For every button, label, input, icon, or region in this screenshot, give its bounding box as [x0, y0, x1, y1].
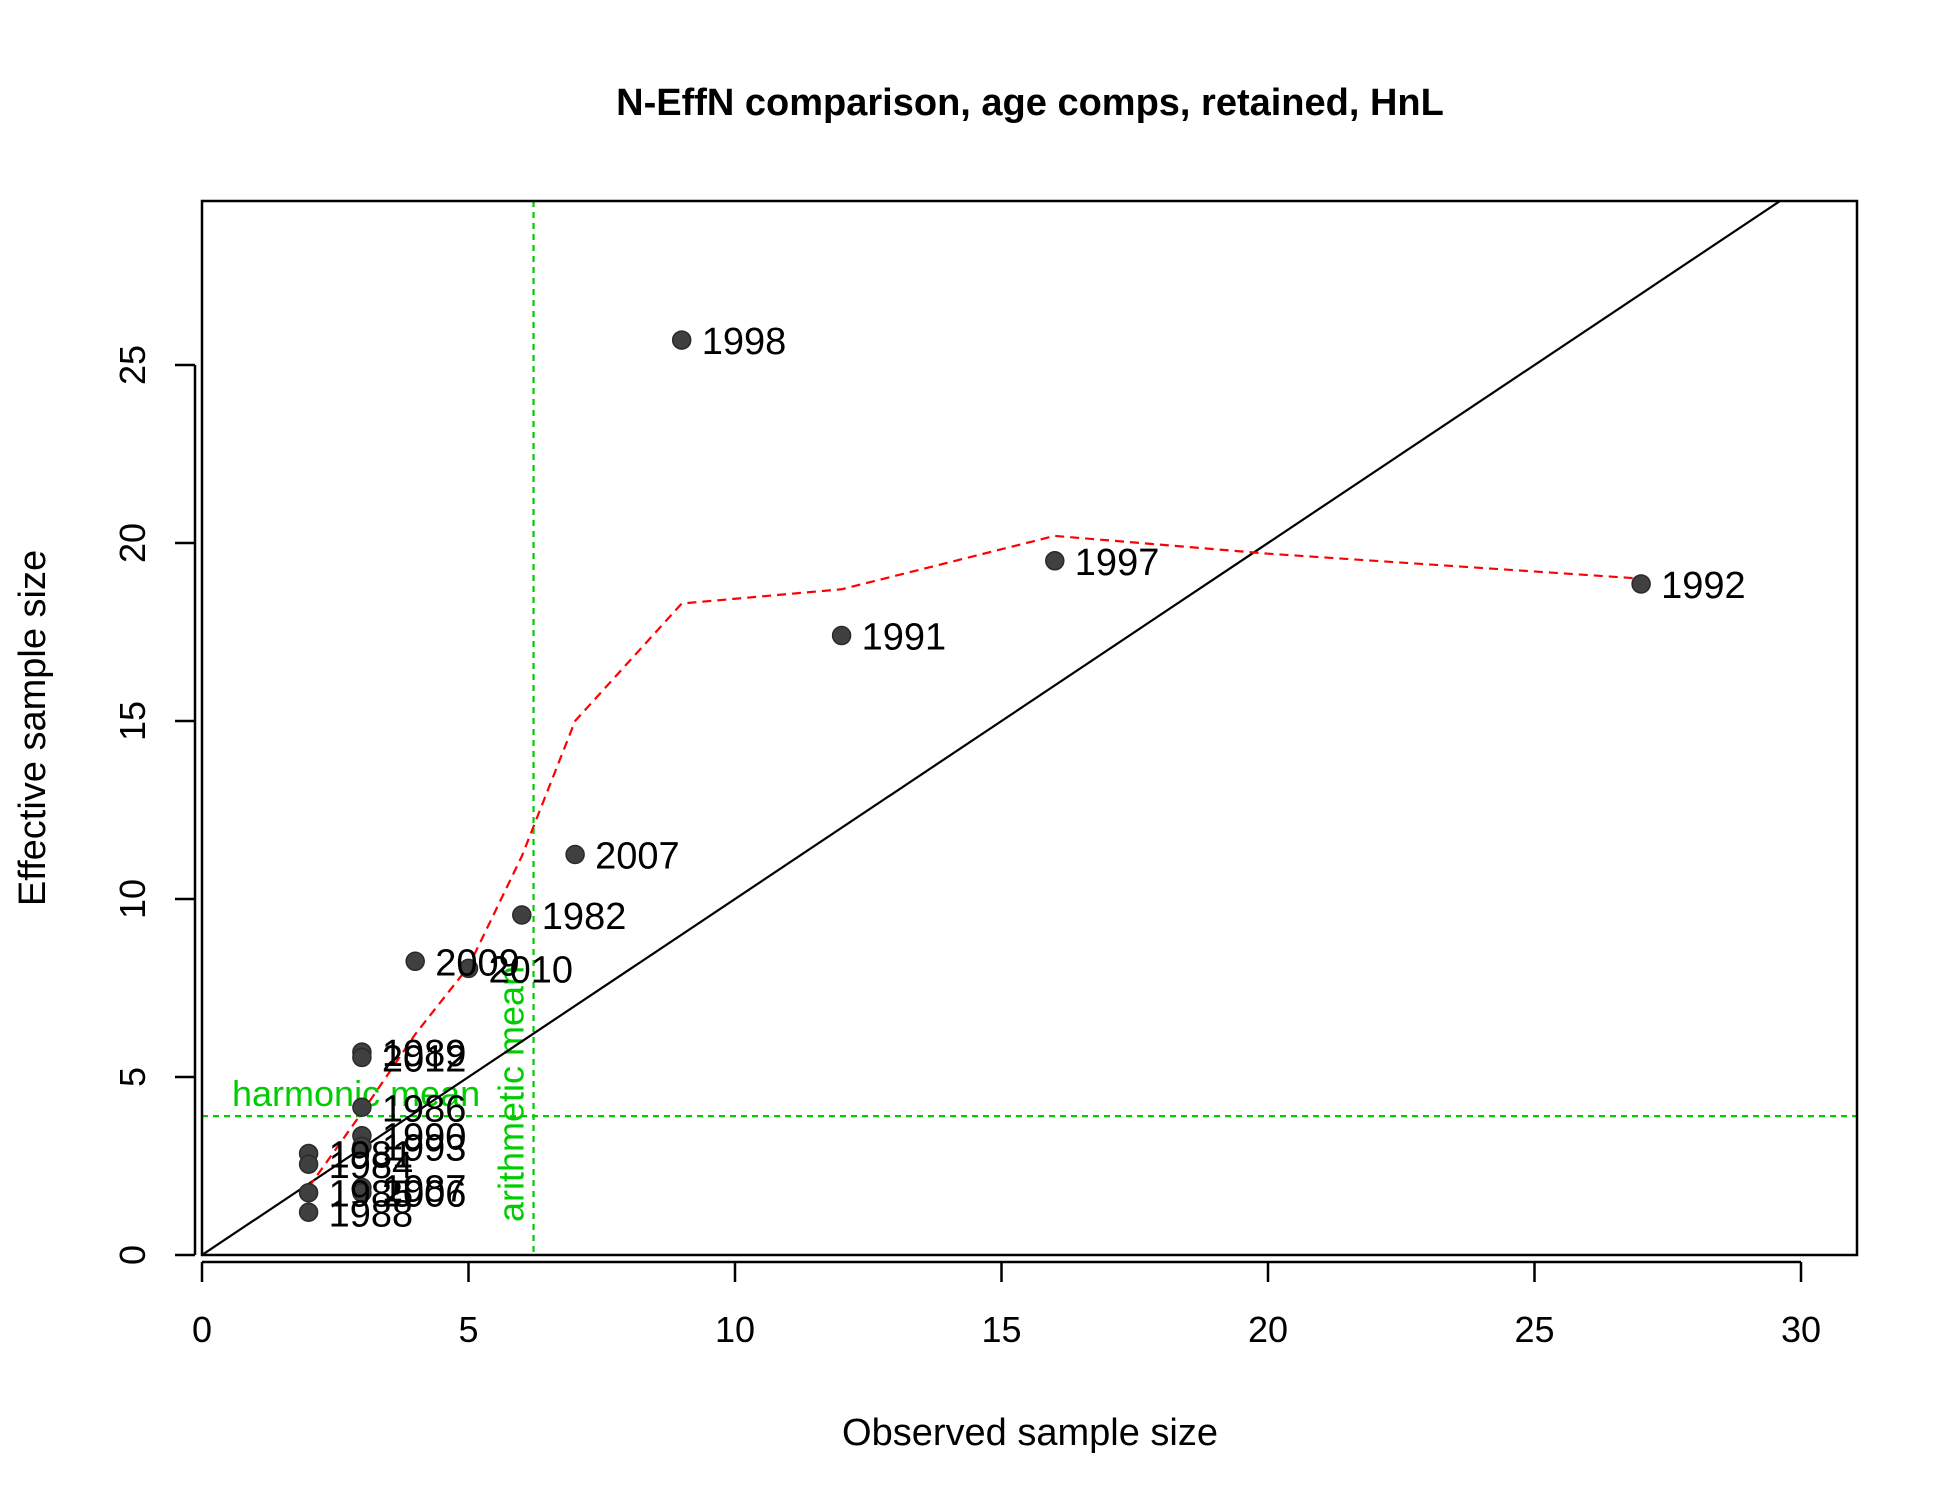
- y-tick-label: 5: [112, 1067, 153, 1087]
- data-point: [298, 1182, 319, 1203]
- data-point: [298, 1154, 319, 1174]
- data-point: [352, 1047, 372, 1068]
- y-tick-label: 15: [112, 701, 153, 741]
- x-tick-label: 25: [1514, 1309, 1554, 1350]
- point-label: 1985: [329, 1174, 414, 1216]
- data-point: [298, 1202, 319, 1223]
- data-point: [1631, 574, 1651, 594]
- y-tick-label: 25: [112, 345, 153, 385]
- point-label: 1997: [1075, 542, 1160, 584]
- fitted-lines: [202, 201, 1783, 1255]
- x-tick-label: 15: [981, 1309, 1021, 1350]
- arithmetic-mean-label: arithmetic mean: [491, 966, 532, 1222]
- y-tick-label: 10: [112, 879, 153, 919]
- smoother-line: [307, 534, 1642, 1188]
- point-label: 1987: [382, 1168, 467, 1210]
- point-label: 2007: [595, 836, 680, 878]
- point-label: 1981: [329, 1135, 414, 1177]
- chart-title: N-EffN comparison, age comps, retained, …: [616, 82, 1444, 124]
- data-points: [298, 330, 1651, 1223]
- data-point: [512, 905, 532, 925]
- point-label: 1982: [542, 896, 627, 938]
- data-point: [405, 951, 425, 972]
- data-point: [352, 1136, 372, 1157]
- y-tick-label: 20: [112, 523, 153, 563]
- point-label: 1984: [329, 1145, 414, 1187]
- data-point: [565, 844, 585, 865]
- point-label: 1992: [1661, 565, 1746, 607]
- point-label: 1990: [382, 1117, 467, 1159]
- identity-line: [202, 201, 1783, 1255]
- point-label: 1998: [702, 321, 787, 363]
- x-tick-label: 5: [458, 1309, 478, 1350]
- y-tick-label: 0: [112, 1245, 153, 1265]
- point-label: 1993: [382, 1127, 467, 1169]
- point-label: 2012: [382, 1038, 467, 1080]
- x-tick-label: 0: [192, 1309, 212, 1350]
- point-label: 1986: [382, 1088, 467, 1130]
- point-label: 1991: [862, 617, 947, 659]
- plot-frame: [200, 199, 1859, 1257]
- point-label: 2010: [489, 949, 574, 991]
- x-tick-label: 10: [715, 1309, 755, 1350]
- x-axis: 0 5 10 15 20 25 30: [192, 1260, 1821, 1350]
- data-point: [831, 625, 852, 646]
- point-label: 2009: [435, 942, 520, 984]
- y-axis: 0 5 10 15 20 25: [112, 345, 197, 1265]
- data-point: [458, 958, 479, 979]
- point-label: 2006: [382, 1174, 467, 1216]
- point-label: 1989: [382, 1033, 467, 1075]
- data-point: [1045, 551, 1065, 571]
- reference-lines: harmonic mean arithmetic mean: [202, 201, 1857, 1255]
- y-axis-label: Effective sample size: [12, 550, 54, 906]
- data-point: [352, 1097, 372, 1118]
- x-axis-label: Observed sample size: [842, 1412, 1218, 1454]
- data-point: [671, 330, 692, 350]
- x-tick-label: 30: [1781, 1309, 1821, 1350]
- data-point: [352, 1182, 372, 1203]
- x-tick-label: 20: [1248, 1309, 1288, 1350]
- point-label: 1988: [329, 1193, 414, 1235]
